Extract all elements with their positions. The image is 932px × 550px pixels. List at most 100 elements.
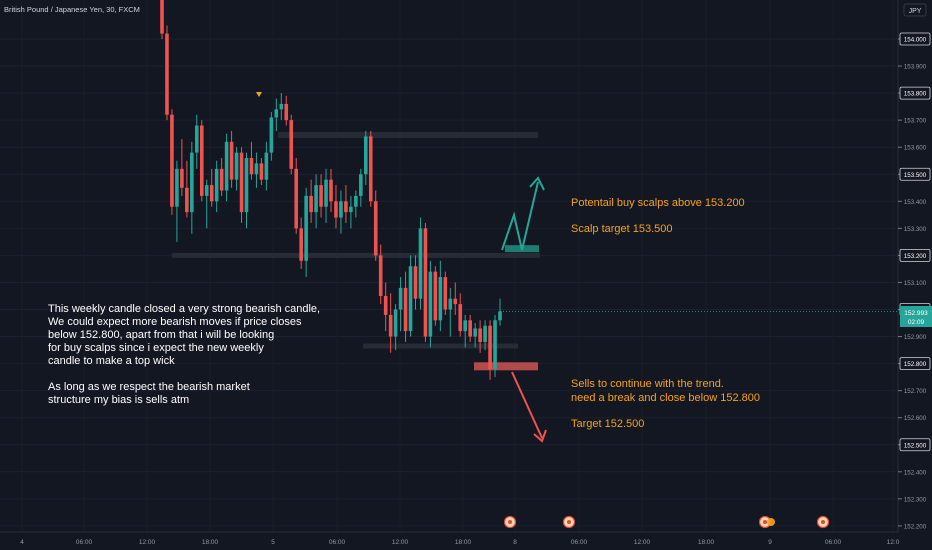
candle-body <box>378 255 383 296</box>
candle <box>239 147 244 223</box>
time-tick-label: 12:00 <box>139 539 156 546</box>
event-marker-icon[interactable] <box>767 518 775 526</box>
candle <box>378 244 383 305</box>
price-tick-label: 153.300 <box>904 226 927 233</box>
candle <box>234 147 239 191</box>
candle <box>363 130 368 186</box>
candle <box>229 130 234 188</box>
event-marker-icon[interactable] <box>816 515 830 529</box>
candle <box>170 109 174 215</box>
sell-zone <box>474 362 538 371</box>
candle-body <box>468 320 472 337</box>
candle-body <box>458 304 463 332</box>
candle <box>284 95 289 126</box>
candle-body <box>299 228 303 261</box>
current-price-tag: 152.993 02:09 <box>900 306 932 327</box>
analysis-line: below 152.800, apart from that i will be… <box>48 329 274 341</box>
time-axis[interactable]: 4 06:00 12:00 18:00 5 06:00 12:00 18:00 8 06:00 12… <box>0 531 900 546</box>
candle-body <box>185 187 189 213</box>
price-tick-label: 154.000 <box>904 37 927 44</box>
candle-body <box>264 152 269 180</box>
candle-body <box>199 125 204 196</box>
candle <box>329 168 333 213</box>
candle <box>423 222 428 342</box>
trade-arrows <box>501 176 547 443</box>
candle-body <box>413 266 418 299</box>
candle-body <box>453 298 458 305</box>
candle <box>294 158 299 234</box>
price-tick-label: 153.600 <box>904 145 927 152</box>
analysis-line: This weekly candle closed a very strong … <box>48 303 320 315</box>
price-tick-label: 153.200 <box>904 253 927 260</box>
candle-body <box>463 320 468 332</box>
candle-body <box>209 185 214 202</box>
candle <box>219 158 224 196</box>
candle <box>428 260 433 348</box>
candle-body <box>438 277 443 321</box>
candle <box>443 271 448 315</box>
candle-body <box>359 174 363 196</box>
candle <box>354 190 358 218</box>
candle <box>359 168 363 207</box>
candle-body <box>190 152 194 213</box>
candle <box>433 266 438 326</box>
candle <box>204 179 209 229</box>
currency-badge[interactable]: JPY <box>903 3 927 17</box>
support-zone <box>363 343 518 349</box>
candle-body <box>403 287 408 332</box>
candle <box>289 114 294 175</box>
candle-body <box>219 168 224 191</box>
time-tick-label: 06:00 <box>329 539 346 546</box>
candle <box>458 293 463 337</box>
price-tick-label: 152.600 <box>904 415 927 422</box>
price-label-box <box>899 86 931 100</box>
time-tick-label: 06:00 <box>825 539 842 546</box>
candle <box>249 141 254 180</box>
candle-body <box>339 201 343 218</box>
candle <box>299 217 303 269</box>
candle-body <box>488 325 492 370</box>
sells-text-2: need a break and close below 152.800 <box>571 392 760 404</box>
candle-body <box>204 185 209 196</box>
analysis-line <box>48 368 51 380</box>
price-tick-label: 152.500 <box>904 442 927 449</box>
price-label-box <box>899 438 931 452</box>
event-marker-icon[interactable] <box>562 515 576 529</box>
candle <box>413 255 418 310</box>
price-tick-label: 153.100 <box>904 280 927 287</box>
sell-target-text: Target 152.500 <box>571 418 644 430</box>
candle <box>463 314 468 348</box>
candle <box>160 0 164 39</box>
candle-body <box>473 328 477 337</box>
candle-body <box>180 168 184 188</box>
candle <box>393 304 398 351</box>
candle <box>438 260 443 332</box>
candle-body <box>274 109 279 118</box>
candle <box>453 282 458 315</box>
candle <box>259 158 264 186</box>
candle-body <box>259 163 264 180</box>
event-marker-icon[interactable] <box>503 515 517 529</box>
candle <box>403 271 408 342</box>
candle <box>398 277 403 332</box>
price-tick-label: 152.700 <box>904 388 927 395</box>
candle-body <box>388 314 393 337</box>
candle-body <box>354 195 358 207</box>
price-label-box <box>899 248 931 262</box>
candle <box>279 93 284 121</box>
analysis-line: We could expect more bearish moves if pr… <box>48 316 302 328</box>
candle-body <box>428 271 433 337</box>
candle <box>314 174 318 229</box>
candle <box>180 139 184 196</box>
price-tick-label: 153.700 <box>904 118 927 125</box>
time-tick-label: 12:00 <box>392 539 409 546</box>
candle-body <box>194 125 199 153</box>
candle <box>418 217 423 310</box>
candle <box>468 314 472 342</box>
price-tick-label: 153.800 <box>904 91 927 98</box>
time-tick-label: 12:0 <box>887 539 900 546</box>
candle-body <box>244 158 249 213</box>
price-tick-label: 152.400 <box>904 469 927 476</box>
